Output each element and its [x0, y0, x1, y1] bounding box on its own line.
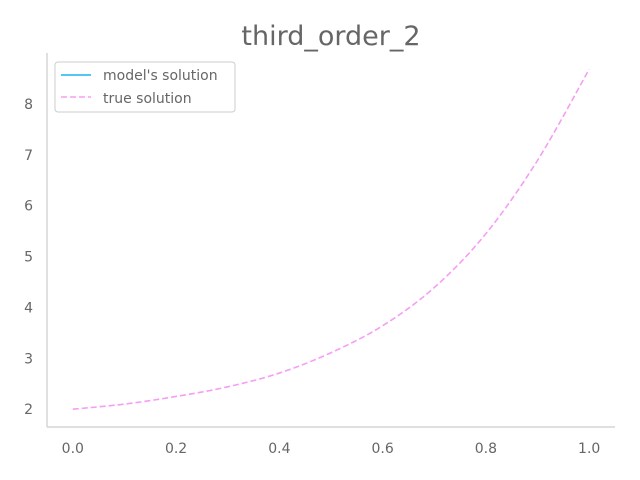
y-tick-label: 5 [24, 250, 33, 266]
legend-label-models-solution: model's solution [103, 68, 218, 84]
y-tick-label: 6 [24, 199, 33, 215]
y-tick-label: 2 [24, 402, 33, 418]
ticks: 0.0 0.2 0.4 0.6 0.8 1.0 2 3 4 5 6 7 8 [24, 97, 600, 457]
legend-frame [54, 61, 236, 113]
x-tick-label: 0.4 [268, 441, 290, 457]
x-tick-label: 0.8 [475, 441, 497, 457]
y-tick-label: 8 [24, 97, 33, 113]
y-tick-label: 7 [24, 148, 33, 164]
x-tick-label: 0.6 [372, 441, 394, 457]
chart-title: third_order_2 [241, 21, 420, 52]
legend: model's solution true solution [54, 61, 236, 113]
plot-lines [72, 68, 590, 410]
x-tick-label: 1.0 [578, 441, 600, 457]
x-tick-label: 0.0 [62, 441, 84, 457]
y-tick-label: 3 [24, 351, 33, 367]
axes [46, 53, 615, 428]
legend-label-true-solution: true solution [103, 91, 192, 107]
x-tick-label: 0.2 [165, 441, 187, 457]
y-tick-label: 4 [24, 300, 33, 316]
series-line-true-solution [72, 68, 590, 410]
